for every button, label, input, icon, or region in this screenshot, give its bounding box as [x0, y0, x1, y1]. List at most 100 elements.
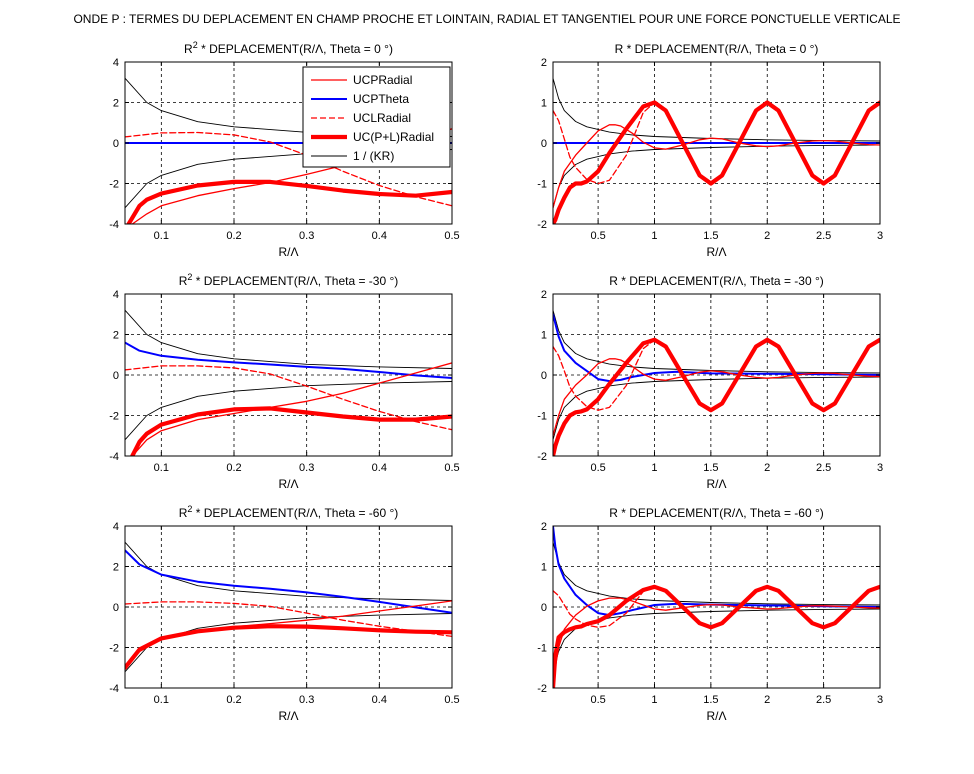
series-line-uc-p-l-radial: [553, 337, 880, 456]
y-tick-label: -2: [537, 451, 547, 463]
x-tick-label: 3: [877, 230, 883, 242]
x-tick-label: 0.4: [372, 230, 387, 242]
y-tick-label: -1: [537, 411, 547, 423]
x-axis-label: R/Λ: [278, 245, 298, 259]
series-line-uclradial: [125, 131, 452, 207]
subplot-title-base: R * DEPLACEMENT(R/Λ, Theta = -60 °): [609, 506, 824, 520]
legend-entry: UCLRadial: [311, 111, 411, 125]
y-tick-label: 0: [541, 602, 547, 614]
series-line-1-kr-: [125, 309, 452, 369]
x-axis-label: R/Λ: [278, 709, 298, 723]
subplot-title-base: R * DEPLACEMENT(R/Λ, Theta = 0 °): [615, 42, 819, 56]
subplot-title-superscript: 2: [187, 504, 192, 514]
x-tick-label: 1.5: [703, 230, 718, 242]
x-tick-label: 1: [651, 694, 657, 706]
y-tick-label: 0: [541, 370, 547, 382]
series-group: [553, 77, 880, 224]
subplot-title: R * DEPLACEMENT(R/Λ, Theta = -60 °): [609, 506, 824, 520]
series-line-uc-p-l-radial: [553, 584, 880, 688]
legend-label: UC(P+L)Radial: [353, 130, 434, 144]
x-tick-label: 1.5: [703, 462, 718, 474]
y-tick-label: -4: [109, 683, 119, 695]
x-axis-label: R/Λ: [706, 245, 726, 259]
x-tick-label: 1.5: [703, 694, 718, 706]
y-tick-label: -2: [537, 219, 547, 231]
x-tick-label: 1: [651, 462, 657, 474]
x-tick-label: 2.5: [816, 230, 831, 242]
y-tick-label: -1: [537, 179, 547, 191]
y-tick-label: 0: [113, 370, 119, 382]
y-tick-label: 2: [113, 330, 119, 342]
x-tick-label: 0.2: [226, 462, 241, 474]
y-tick-label: 4: [113, 521, 119, 533]
x-tick-label: 0.3: [299, 230, 314, 242]
y-tick-label: 4: [113, 57, 119, 69]
subplot-title: R2 * DEPLACEMENT(R/Λ, Theta = 0 °): [184, 40, 393, 56]
x-tick-label: 2.5: [816, 694, 831, 706]
x-tick-label: 0.5: [444, 462, 459, 474]
x-tick-label: 0.2: [226, 694, 241, 706]
y-tick-label: -2: [109, 179, 119, 191]
y-tick-label: 2: [113, 562, 119, 574]
subplot-title-superscript: 2: [193, 40, 198, 50]
legend: UCPRadial UCPTheta UCLRadial UC(P+L)Radial 1…: [302, 66, 451, 168]
subplot-title: R2 * DEPLACEMENT(R/Λ, Theta = -30 °): [179, 272, 399, 288]
subplot-title-superscript: 2: [187, 272, 192, 282]
x-tick-label: 2: [764, 462, 770, 474]
y-tick-label: -1: [537, 643, 547, 655]
legend-entry: UC(P+L)Radial: [311, 130, 434, 144]
x-tick-label: 0.1: [154, 462, 169, 474]
subplot-title-base: R: [184, 42, 193, 56]
x-tick-label: 0.5: [444, 694, 459, 706]
y-tick-label: 2: [541, 521, 547, 533]
legend-label: UCPTheta: [353, 92, 409, 106]
y-tick-label: 2: [541, 57, 547, 69]
x-tick-label: 0.3: [299, 462, 314, 474]
series-line-uclradial: [125, 601, 452, 638]
series-line-ucptheta: [125, 341, 452, 379]
legend-entry: UCPTheta: [311, 92, 409, 106]
y-tick-label: 1: [541, 330, 547, 342]
x-tick-label: 3: [877, 694, 883, 706]
subplot-title: R2 * DEPLACEMENT(R/Λ, Theta = -60 °): [179, 504, 399, 520]
figure-suptitle: ONDE P : TERMES DU DEPLACEMENT EN CHAMP …: [73, 12, 901, 26]
y-tick-label: -2: [537, 683, 547, 695]
series-line-1-kr-: [553, 309, 880, 374]
x-tick-label: 2: [764, 230, 770, 242]
series-line-uc-p-l-radial: [130, 406, 452, 456]
x-tick-label: 0.5: [444, 230, 459, 242]
legend-label: UCPRadial: [353, 73, 412, 87]
series-group: [125, 309, 452, 456]
series-group: [125, 541, 452, 673]
x-tick-label: 3: [877, 462, 883, 474]
y-tick-label: 2: [541, 289, 547, 301]
x-tick-label: 0.5: [590, 462, 605, 474]
x-tick-label: 1: [651, 230, 657, 242]
legend-box: [302, 66, 451, 168]
x-tick-label: 0.4: [372, 694, 387, 706]
x-tick-label: 0.5: [590, 694, 605, 706]
x-axis-label: R/Λ: [706, 477, 726, 491]
series-line-ucptheta: [553, 313, 880, 383]
subplot-2-1: 0.5 1 1.5 2 2.5 3 -2 -1 0 1 2 R/Λ R * DEPLACEMENT(R/…: [537, 506, 883, 723]
y-tick-label: -2: [109, 411, 119, 423]
x-axis-label: R/Λ: [278, 477, 298, 491]
y-tick-label: 0: [113, 602, 119, 614]
subplot-title-rest: * DEPLACEMENT(R/Λ, Theta = -60 °): [192, 506, 398, 520]
y-tick-label: -4: [109, 219, 119, 231]
y-tick-label: 1: [541, 562, 547, 574]
series-line-ucpradial: [553, 597, 880, 688]
series-line-ucptheta: [125, 549, 452, 614]
series-line-1-kr-: [125, 541, 452, 601]
subplot-title-base: R * DEPLACEMENT(R/Λ, Theta = -30 °): [609, 274, 824, 288]
subplot-title: R * DEPLACEMENT(R/Λ, Theta = 0 °): [615, 42, 819, 56]
series-group: [553, 309, 880, 456]
subplot-0-1: 0.5 1 1.5 2 2.5 3 -2 -1 0 1 2 R/Λ R * DEPLACEMENT(R/…: [537, 42, 883, 259]
subplot-title-base: R: [179, 274, 188, 288]
subplot-title-base: R: [179, 506, 188, 520]
series-line-uclradial: [125, 365, 452, 431]
x-tick-label: 2.5: [816, 462, 831, 474]
y-tick-label: 0: [541, 138, 547, 150]
